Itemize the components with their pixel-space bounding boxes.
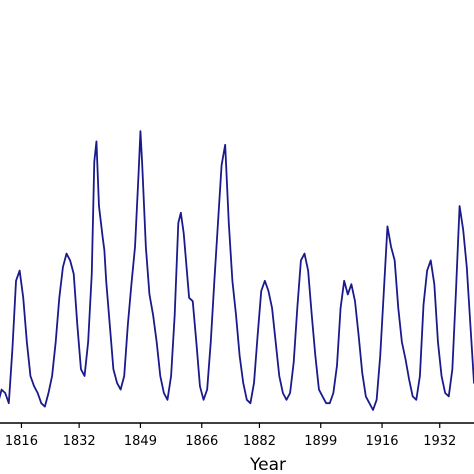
x-tick-label-1916: 1916 [365,434,398,449]
x-tick-label-1849: 1849 [124,434,157,449]
plot-area [0,130,474,411]
x-tick-label-1866: 1866 [185,434,218,449]
x-tick-label-1816: 1816 [5,434,38,449]
series-line-0 [0,130,474,411]
x-tick-label-1832: 1832 [63,434,96,449]
x-tick-label-1932: 1932 [423,434,456,449]
x-axis-ticks: 1816 1832 1849 1866 1882 1899 1916 1932 [5,423,456,449]
x-tick-label-1899: 1899 [304,434,337,449]
x-tick-label-1882: 1882 [243,434,276,449]
x-axis-title: Year [249,455,286,474]
